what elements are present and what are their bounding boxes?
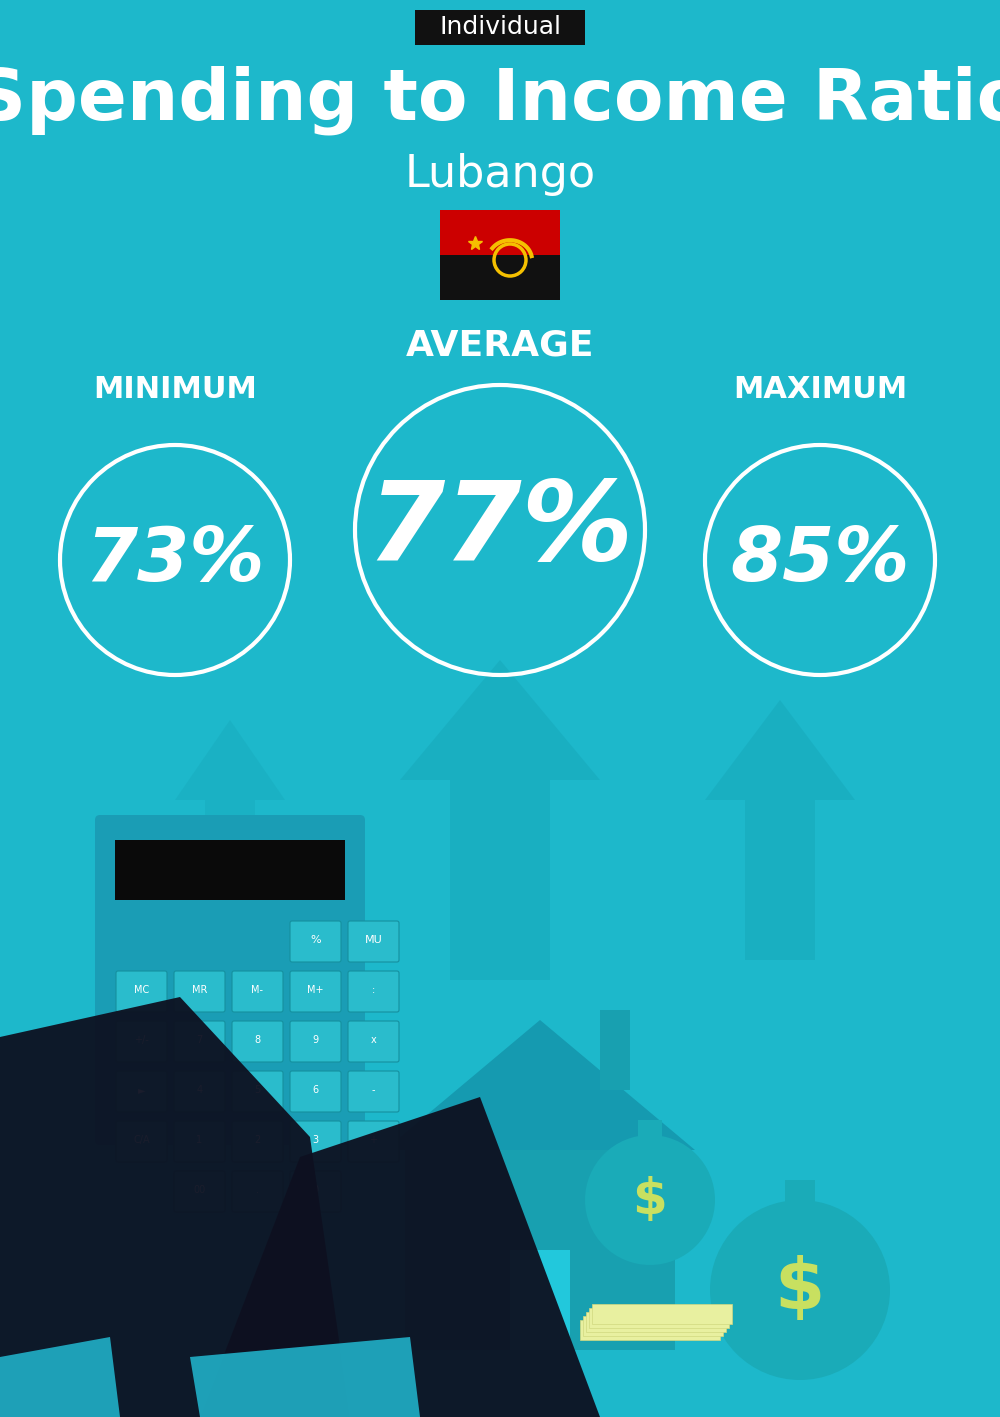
Text: MAXIMUM: MAXIMUM bbox=[733, 376, 907, 404]
FancyBboxPatch shape bbox=[580, 1321, 720, 1340]
FancyBboxPatch shape bbox=[348, 1022, 399, 1061]
Text: M+: M+ bbox=[307, 985, 324, 995]
Text: +: + bbox=[370, 1135, 378, 1145]
FancyBboxPatch shape bbox=[116, 971, 167, 1012]
FancyBboxPatch shape bbox=[589, 1308, 729, 1328]
FancyBboxPatch shape bbox=[290, 971, 341, 1012]
Text: MINIMUM: MINIMUM bbox=[93, 376, 257, 404]
FancyBboxPatch shape bbox=[348, 1121, 399, 1162]
Polygon shape bbox=[175, 720, 285, 900]
FancyBboxPatch shape bbox=[348, 921, 399, 962]
FancyBboxPatch shape bbox=[232, 1071, 283, 1112]
Polygon shape bbox=[190, 1338, 420, 1417]
FancyBboxPatch shape bbox=[415, 10, 585, 45]
FancyBboxPatch shape bbox=[115, 840, 345, 900]
FancyBboxPatch shape bbox=[174, 1071, 225, 1112]
FancyBboxPatch shape bbox=[290, 921, 341, 962]
Text: 5: 5 bbox=[254, 1085, 261, 1095]
Text: AVERAGE: AVERAGE bbox=[406, 327, 594, 361]
Text: C/A: C/A bbox=[133, 1135, 150, 1145]
FancyBboxPatch shape bbox=[348, 971, 399, 1012]
Text: MR: MR bbox=[192, 985, 207, 995]
FancyBboxPatch shape bbox=[232, 1022, 283, 1061]
FancyBboxPatch shape bbox=[232, 1121, 283, 1162]
FancyBboxPatch shape bbox=[116, 1121, 167, 1162]
FancyBboxPatch shape bbox=[95, 815, 365, 1145]
Text: $: $ bbox=[775, 1255, 825, 1325]
FancyBboxPatch shape bbox=[348, 1071, 399, 1112]
Text: :: : bbox=[372, 985, 375, 995]
FancyBboxPatch shape bbox=[174, 1121, 225, 1162]
Text: 4: 4 bbox=[196, 1085, 203, 1095]
Text: 8: 8 bbox=[254, 1034, 261, 1044]
FancyBboxPatch shape bbox=[440, 255, 560, 300]
Text: MC: MC bbox=[134, 985, 149, 995]
Text: ►: ► bbox=[138, 1085, 145, 1095]
Text: .: . bbox=[256, 1185, 259, 1195]
Polygon shape bbox=[0, 1338, 120, 1417]
Text: 77%: 77% bbox=[367, 476, 633, 584]
FancyBboxPatch shape bbox=[440, 210, 560, 255]
Circle shape bbox=[585, 1135, 715, 1265]
Text: Spending to Income Ratio: Spending to Income Ratio bbox=[0, 65, 1000, 135]
Text: +/-: +/- bbox=[134, 1034, 149, 1044]
FancyBboxPatch shape bbox=[586, 1312, 726, 1332]
Polygon shape bbox=[0, 998, 350, 1417]
Text: -: - bbox=[372, 1085, 375, 1095]
Polygon shape bbox=[705, 700, 855, 959]
Polygon shape bbox=[385, 1020, 695, 1151]
Text: Individual: Individual bbox=[439, 16, 561, 40]
Text: 1: 1 bbox=[196, 1135, 203, 1145]
FancyBboxPatch shape bbox=[116, 1071, 167, 1112]
Text: 0: 0 bbox=[312, 1185, 319, 1195]
Text: 6: 6 bbox=[312, 1085, 319, 1095]
Text: x: x bbox=[371, 1034, 376, 1044]
Text: MU: MU bbox=[365, 935, 382, 945]
Text: 73%: 73% bbox=[85, 523, 265, 597]
FancyBboxPatch shape bbox=[290, 1022, 341, 1061]
FancyBboxPatch shape bbox=[583, 1316, 723, 1336]
Polygon shape bbox=[400, 660, 600, 981]
FancyBboxPatch shape bbox=[290, 1121, 341, 1162]
FancyBboxPatch shape bbox=[592, 1304, 732, 1323]
Circle shape bbox=[710, 1200, 890, 1380]
FancyBboxPatch shape bbox=[290, 1170, 341, 1212]
Text: 7: 7 bbox=[196, 1034, 203, 1044]
Text: 9: 9 bbox=[312, 1034, 319, 1044]
Text: Lubango: Lubango bbox=[404, 153, 596, 197]
Text: %: % bbox=[310, 935, 321, 945]
FancyBboxPatch shape bbox=[600, 1010, 630, 1090]
FancyBboxPatch shape bbox=[785, 1180, 815, 1204]
FancyBboxPatch shape bbox=[638, 1119, 662, 1141]
FancyBboxPatch shape bbox=[174, 1170, 225, 1212]
Text: 3: 3 bbox=[312, 1135, 319, 1145]
Text: 85%: 85% bbox=[730, 523, 910, 597]
Text: M-: M- bbox=[252, 985, 264, 995]
FancyBboxPatch shape bbox=[510, 1250, 570, 1350]
FancyBboxPatch shape bbox=[232, 1170, 283, 1212]
Text: 00: 00 bbox=[193, 1185, 206, 1195]
FancyBboxPatch shape bbox=[116, 1022, 167, 1061]
FancyBboxPatch shape bbox=[232, 971, 283, 1012]
Text: $: $ bbox=[633, 1176, 667, 1224]
FancyBboxPatch shape bbox=[405, 1151, 675, 1350]
FancyBboxPatch shape bbox=[290, 1071, 341, 1112]
FancyBboxPatch shape bbox=[174, 971, 225, 1012]
Text: 2: 2 bbox=[254, 1135, 261, 1145]
FancyBboxPatch shape bbox=[174, 1022, 225, 1061]
Polygon shape bbox=[200, 1097, 600, 1417]
